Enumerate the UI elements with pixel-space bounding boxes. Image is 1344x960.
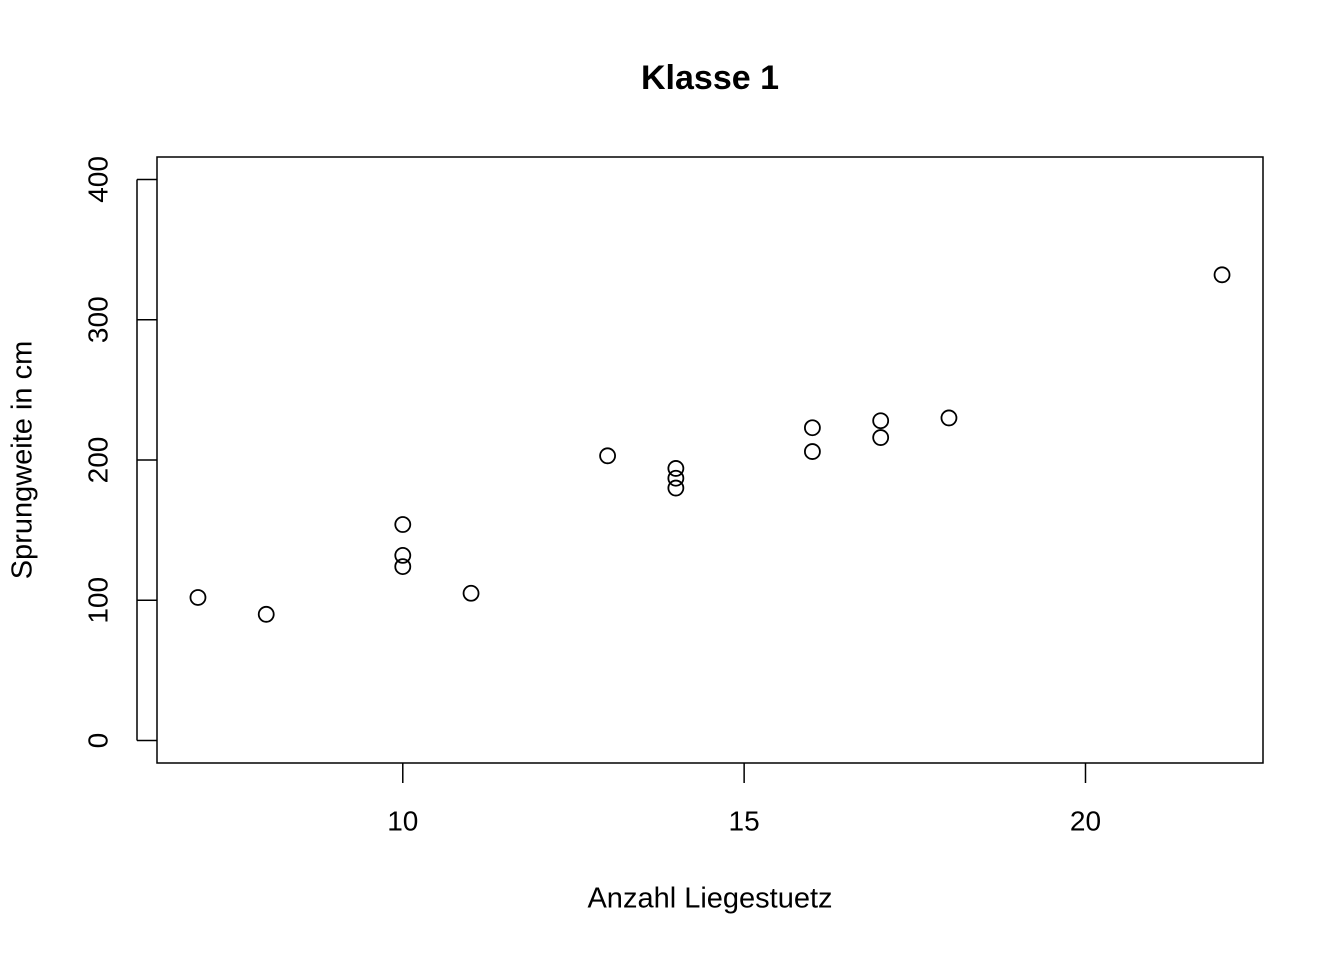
point [667, 469, 685, 487]
x-tick-label: 20 [1070, 805, 1101, 836]
point [804, 443, 821, 460]
point [872, 412, 890, 430]
chart-title: Klasse 1 [641, 59, 779, 97]
point [189, 589, 207, 606]
y-tick-label: 0 [82, 733, 113, 749]
y-tick-label: 200 [82, 437, 113, 484]
point [940, 409, 958, 427]
y-tick-label: 100 [82, 577, 113, 624]
point [462, 584, 480, 602]
point [1213, 266, 1231, 284]
point [667, 460, 685, 477]
x-tick-label: 15 [729, 805, 760, 836]
y-axis-label: Sprungweite in cm [7, 341, 39, 580]
point [667, 479, 685, 497]
point [257, 605, 275, 623]
plot-frame [156, 156, 1264, 764]
y-tick-label: 400 [82, 156, 113, 203]
point [394, 546, 412, 564]
point [872, 429, 890, 446]
point [394, 516, 412, 533]
point [394, 558, 412, 576]
x-tick-label: 10 [387, 805, 418, 836]
y-tick-label: 300 [82, 296, 113, 343]
point [599, 447, 616, 465]
point [804, 419, 821, 437]
x-axis-label: Anzahl Liegestuetz [587, 883, 832, 915]
